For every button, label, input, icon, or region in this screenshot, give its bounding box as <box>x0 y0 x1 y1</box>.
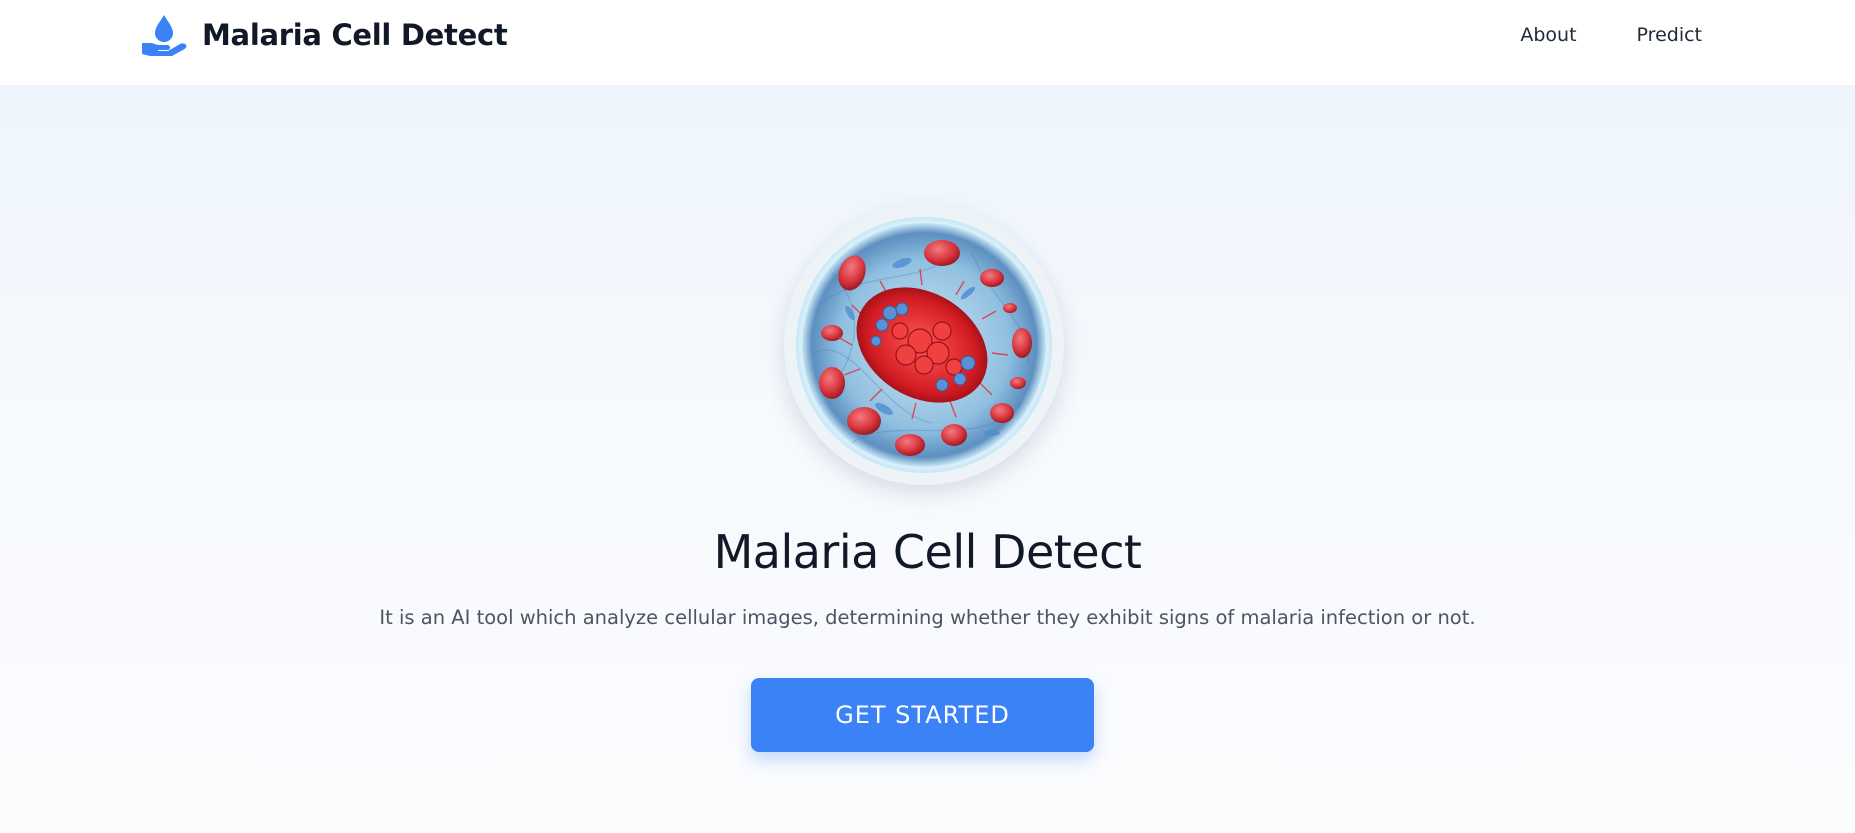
nav-link-about[interactable]: About <box>1520 24 1577 46</box>
hero-section: Malaria Cell Detect It is an AI tool whi… <box>0 85 1855 833</box>
get-started-button[interactable]: GET STARTED <box>751 678 1094 752</box>
nav-link-predict[interactable]: Predict <box>1636 24 1702 46</box>
brand-name: Malaria Cell Detect <box>202 18 508 52</box>
top-navbar: Malaria Cell Detect About Predict <box>0 0 1855 85</box>
hero-image <box>784 205 1064 485</box>
brand-logo-link[interactable]: Malaria Cell Detect <box>140 12 508 58</box>
hand-water-drop-icon <box>142 15 187 56</box>
malaria-cell-illustration <box>796 217 1052 473</box>
hero-description: It is an AI tool which analyze cellular … <box>379 606 1476 629</box>
hero-title: Malaria Cell Detect <box>713 525 1142 579</box>
main-nav: About Predict <box>1520 18 1702 52</box>
